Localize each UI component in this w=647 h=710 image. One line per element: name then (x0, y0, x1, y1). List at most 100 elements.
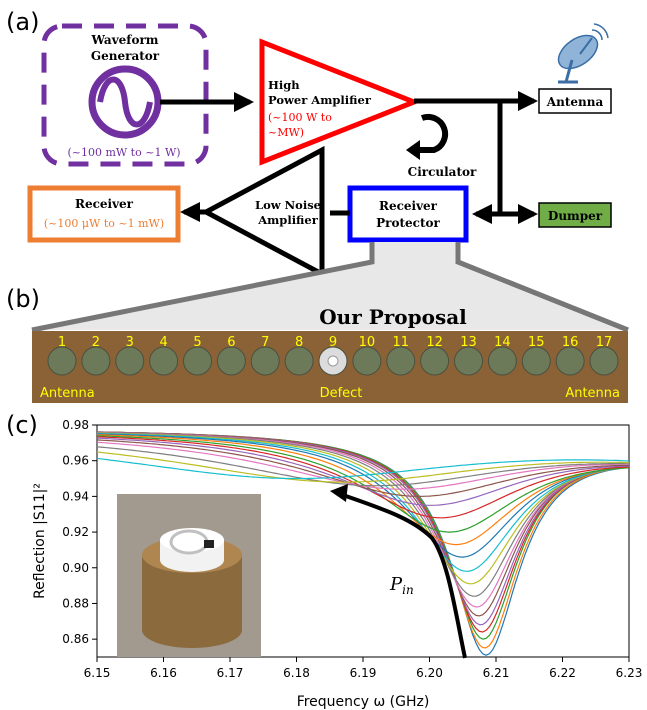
resonator-number: 13 (460, 335, 477, 350)
resonator-array (47, 346, 619, 376)
y-tick-label: 0.98 (62, 418, 89, 432)
x-tick-label: 6.23 (616, 666, 643, 680)
resonator-numbers: 1 2 3 4 5 6 7 8 9 10 11 12 13 14 15 16 17 (58, 335, 612, 350)
receiver-box (27, 185, 181, 243)
resonator-number: 14 (494, 335, 511, 350)
resonator-number: 16 (562, 335, 579, 350)
resonator-inset-photo (117, 494, 261, 657)
low-noise-amplifier-triangle (200, 145, 325, 279)
resonator-disc (352, 346, 382, 376)
resonator-number: 9 (329, 335, 337, 350)
waveform-generator-power: (~100 mW to ~1 W) (67, 146, 180, 159)
circulator-icon (406, 113, 449, 160)
power-increase-arrowhead (330, 484, 348, 502)
lna-label-2: Amplifier (257, 213, 319, 227)
y-tick-label: 0.94 (62, 489, 89, 503)
reflection-curve (97, 432, 629, 585)
reflection-curve (97, 457, 629, 480)
zoom-cone (32, 242, 628, 330)
photo-label-defect: Defect (320, 386, 363, 401)
resonator-disc (386, 346, 416, 376)
resonator-number: 5 (193, 335, 201, 350)
circulator-label: Circulator (408, 165, 477, 179)
proposal-title: Our Proposal (319, 305, 467, 329)
reflection-curve (97, 446, 629, 487)
x-tick-label: 6.18 (283, 666, 310, 680)
y-axis-label: Reflection |S11|² (32, 483, 48, 599)
reflection-curve (97, 435, 629, 533)
resonator-disc (149, 346, 179, 376)
resonator-disc (183, 346, 212, 376)
y-tick-label: 0.88 (62, 596, 89, 610)
receiver-protector-label-2: Protector (376, 216, 440, 230)
reflection-curve (97, 434, 629, 546)
pin-subscript: in (402, 583, 414, 597)
resonator-number: 10 (359, 335, 376, 350)
x-tick-label: 6.21 (483, 666, 510, 680)
panel-label-a: (a) (6, 8, 39, 36)
x-tick-label: 6.19 (350, 666, 377, 680)
receiver-protector-label-1: Receiver (379, 199, 438, 213)
resonator-number: 6 (227, 335, 235, 350)
panel-label-c: (c) (6, 411, 38, 439)
panel-label-b: (b) (6, 285, 40, 313)
hpa-power-1: (~100 W to (268, 111, 332, 124)
satellite-dish-icon (557, 23, 609, 84)
y-tick-label: 0.96 (62, 454, 89, 468)
resonator-number: 3 (126, 335, 134, 350)
x-tick-label: 6.22 (549, 666, 576, 680)
resonator-number: 7 (261, 335, 269, 350)
resonator-disc (216, 346, 246, 376)
resonator-disc (47, 346, 77, 376)
resonator-disc (521, 346, 551, 376)
receiver-protector-box (347, 185, 469, 243)
hpa-label-1: High (268, 78, 300, 92)
resonator-number: 4 (159, 335, 167, 350)
y-tick-label: 0.92 (62, 525, 89, 539)
pin-annotation: Pin (389, 574, 414, 597)
x-axis-label: Frequency ω (GHz) (297, 694, 430, 710)
receiver-title: Receiver (75, 197, 134, 211)
waveform-generator-title-2: Generator (91, 49, 160, 63)
resonator-number: 17 (596, 335, 613, 350)
resonator-disc (250, 346, 280, 376)
x-tick-label: 6.15 (84, 666, 111, 680)
resonator-disc (284, 346, 314, 376)
y-tick-label: 0.90 (62, 561, 89, 575)
x-tick-label: 6.17 (217, 666, 244, 680)
resonator-number: 8 (295, 335, 303, 350)
dumper-label: Dumper (548, 209, 603, 223)
x-axis-ticks: 6.15 6.16 6.17 6.18 6.19 6.20 6.21 6.22 6.23 (84, 657, 643, 680)
photo-label-antenna-right: Antenna (565, 386, 620, 401)
zoom-edge-left (31, 242, 375, 333)
reflection-curve (97, 433, 629, 558)
resonator-disc (487, 346, 517, 376)
resonator-number: 11 (392, 335, 409, 350)
waveform-generator-title-1: Waveform (90, 33, 158, 47)
hpa-label-2: Power Amplifier (268, 93, 372, 107)
defect-core (327, 355, 339, 367)
resonator-number: 2 (92, 335, 100, 350)
resonator-disc (115, 346, 145, 376)
reflection-curve (97, 432, 629, 572)
reflection-curve (97, 439, 629, 498)
pin-symbol: P (389, 574, 403, 595)
zoom-edge-right (455, 242, 629, 333)
resonator-disc (420, 346, 450, 376)
waveform-generator-box (41, 23, 209, 167)
y-axis-ticks: 0.86 0.88 0.90 0.92 0.94 0.96 0.98 (62, 418, 97, 646)
antenna-box (538, 88, 612, 114)
plot-curves (97, 431, 629, 656)
reflection-curve (97, 451, 629, 483)
high-power-amplifier-triangle (259, 38, 421, 166)
antenna-label: Antenna (546, 95, 604, 109)
power-increase-arrow (339, 492, 467, 659)
dumper-box (538, 202, 612, 228)
sine-source-icon (88, 65, 162, 139)
resonator-disc (589, 346, 619, 376)
resonator-disc (454, 346, 483, 376)
resonator-disc (81, 346, 111, 376)
hpa-power-2: ~MW) (268, 126, 304, 139)
photo-label-antenna-left: Antenna (40, 386, 95, 401)
